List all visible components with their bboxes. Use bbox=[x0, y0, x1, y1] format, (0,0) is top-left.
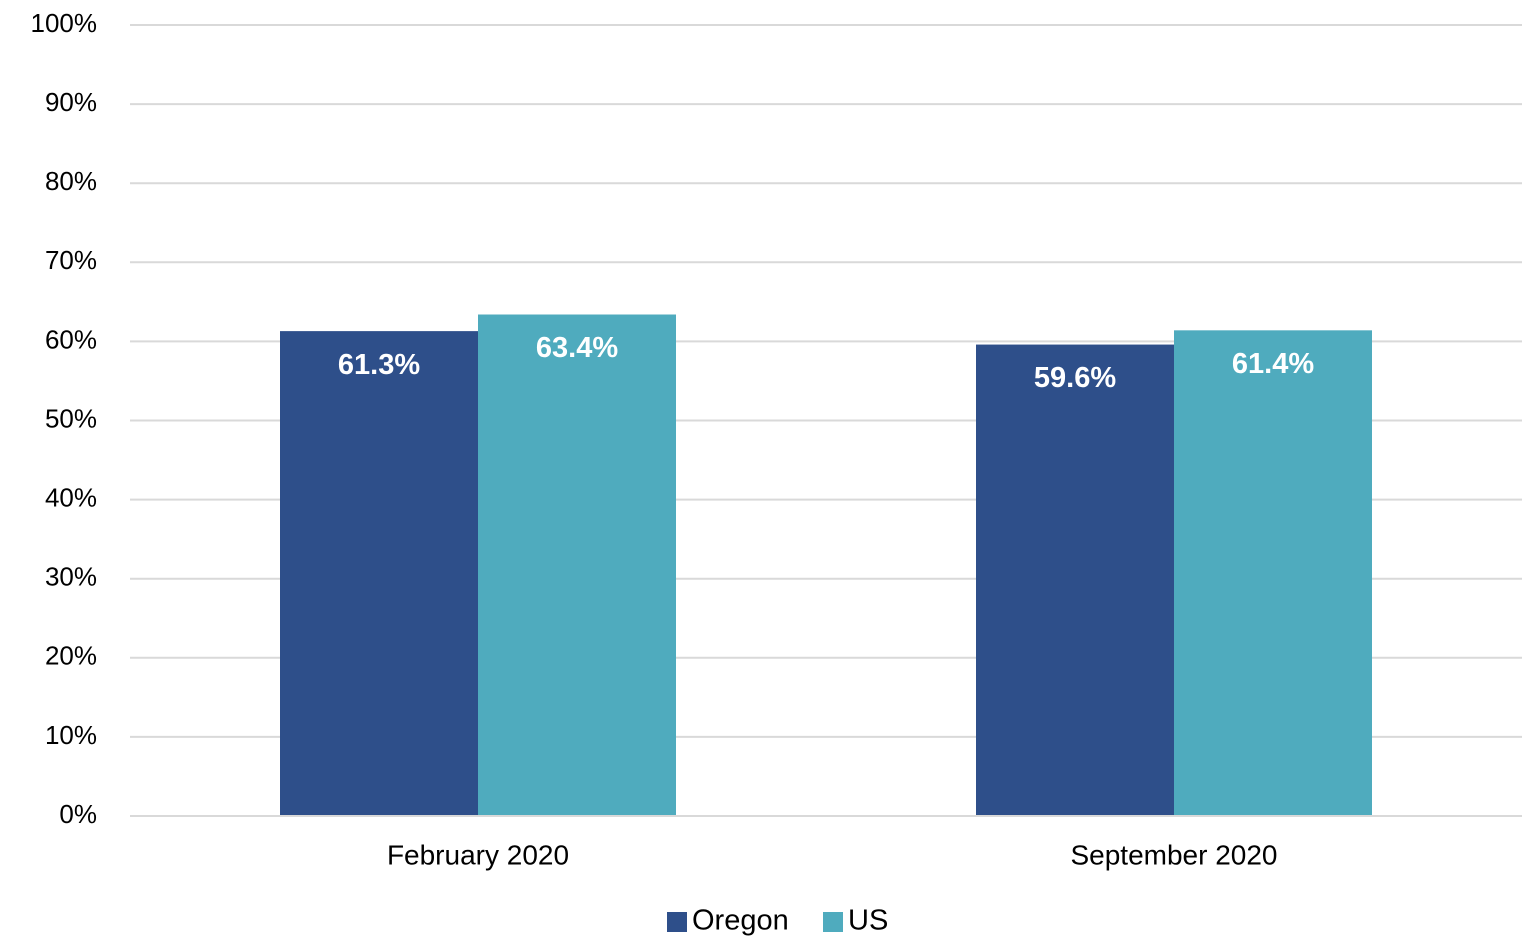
y-tick-label: 50% bbox=[45, 403, 97, 433]
data-label: 61.4% bbox=[1232, 348, 1314, 380]
bar bbox=[280, 331, 478, 816]
y-tick-label: 60% bbox=[45, 324, 97, 354]
legend-swatch bbox=[667, 912, 687, 932]
y-tick-label: 40% bbox=[45, 482, 97, 512]
y-tick-label: 20% bbox=[45, 641, 97, 671]
x-tick-label: September 2020 bbox=[1070, 839, 1277, 870]
bar bbox=[976, 344, 1174, 816]
y-tick-label: 30% bbox=[45, 562, 97, 592]
data-label: 59.6% bbox=[1034, 362, 1116, 394]
y-tick-label: 0% bbox=[59, 799, 97, 829]
legend-label: Oregon bbox=[692, 905, 789, 937]
y-tick-label: 90% bbox=[45, 87, 97, 117]
y-tick-label: 100% bbox=[31, 8, 98, 38]
bar bbox=[478, 314, 676, 816]
y-tick-label: 10% bbox=[45, 720, 97, 750]
legend-swatch bbox=[823, 912, 843, 932]
data-label: 63.4% bbox=[536, 332, 618, 364]
legend-label: US bbox=[848, 905, 888, 937]
bar bbox=[1174, 330, 1372, 816]
data-label: 61.3% bbox=[338, 349, 420, 381]
y-tick-label: 70% bbox=[45, 245, 97, 275]
x-tick-label: February 2020 bbox=[387, 839, 569, 870]
y-tick-label: 80% bbox=[45, 166, 97, 196]
